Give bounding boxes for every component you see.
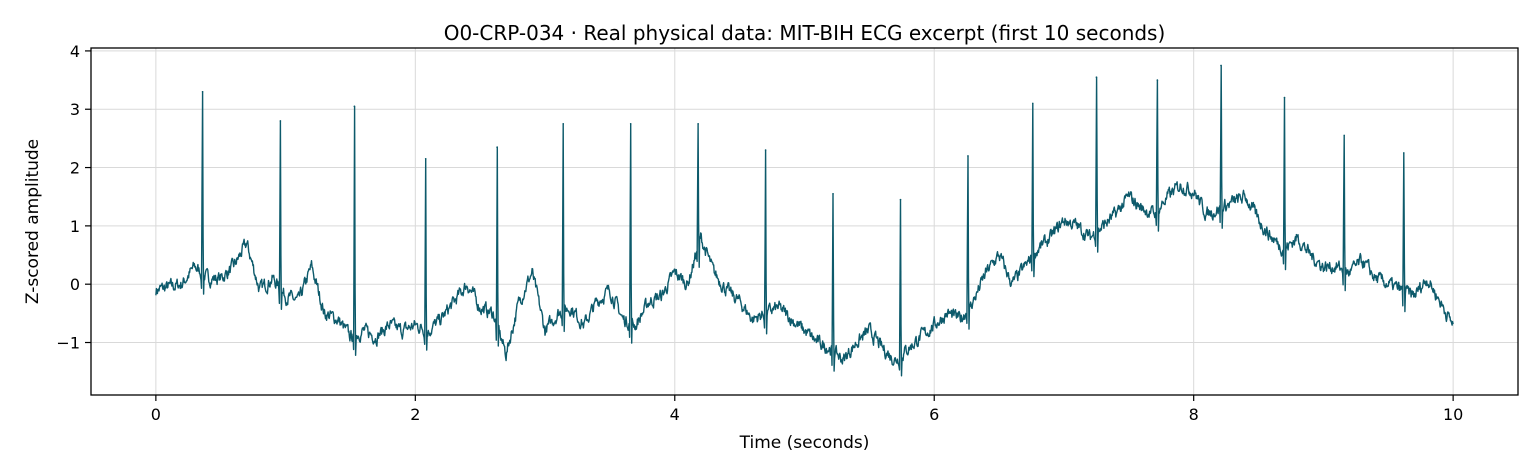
r-peak-point bbox=[353, 105, 356, 108]
r-peak-point bbox=[1403, 152, 1405, 154]
r-peak-point bbox=[1343, 134, 1345, 137]
r-peak-point bbox=[279, 120, 282, 122]
x-tick-label: 0 bbox=[151, 405, 161, 424]
x-tick-label: 2 bbox=[410, 405, 420, 424]
y-tick-label: 1 bbox=[70, 217, 80, 236]
r-peak-point bbox=[967, 155, 969, 157]
x-axis-label: Time (seconds) bbox=[739, 433, 870, 453]
r-peak-point bbox=[832, 192, 834, 195]
r-peak-point bbox=[562, 123, 565, 125]
x-tick-label: 10 bbox=[1443, 405, 1463, 424]
y-tick-label: 2 bbox=[70, 159, 80, 178]
y-tick-label: 4 bbox=[70, 42, 80, 61]
r-peak-point bbox=[1156, 79, 1159, 81]
r-peak-point bbox=[1095, 76, 1098, 78]
y-axis: −1 0 1 2 3 4 bbox=[56, 42, 91, 353]
r-peak-point bbox=[629, 123, 632, 125]
x-axis: 0 2 4 6 8 10 bbox=[151, 395, 1463, 424]
x-tick-label: 8 bbox=[1189, 405, 1199, 424]
r-peak-point bbox=[496, 146, 498, 148]
series-layer bbox=[155, 64, 1454, 377]
r-peak-point bbox=[697, 123, 699, 125]
ecg-series-line bbox=[155, 64, 1454, 377]
r-peak-point bbox=[1283, 96, 1286, 99]
y-tick-label: 3 bbox=[70, 100, 80, 119]
plot-frame bbox=[90, 47, 1519, 396]
chart-title: O0-CRP-034 · Real physical data: MIT-BIH… bbox=[444, 21, 1166, 45]
y-tick-label: 0 bbox=[70, 275, 80, 294]
x-tick-label: 6 bbox=[929, 405, 939, 424]
r-peak-point bbox=[1032, 102, 1034, 105]
x-tick-label: 4 bbox=[670, 405, 680, 424]
grid bbox=[91, 48, 1518, 395]
r-peak-point bbox=[764, 149, 767, 151]
y-tick-label: −1 bbox=[56, 334, 80, 353]
y-axis-label: Z-scored amplitude bbox=[23, 139, 43, 304]
r-peak-point bbox=[1220, 64, 1222, 67]
r-peak-point bbox=[899, 198, 902, 201]
r-peak-point bbox=[424, 158, 427, 160]
r-peak-point bbox=[201, 90, 204, 93]
